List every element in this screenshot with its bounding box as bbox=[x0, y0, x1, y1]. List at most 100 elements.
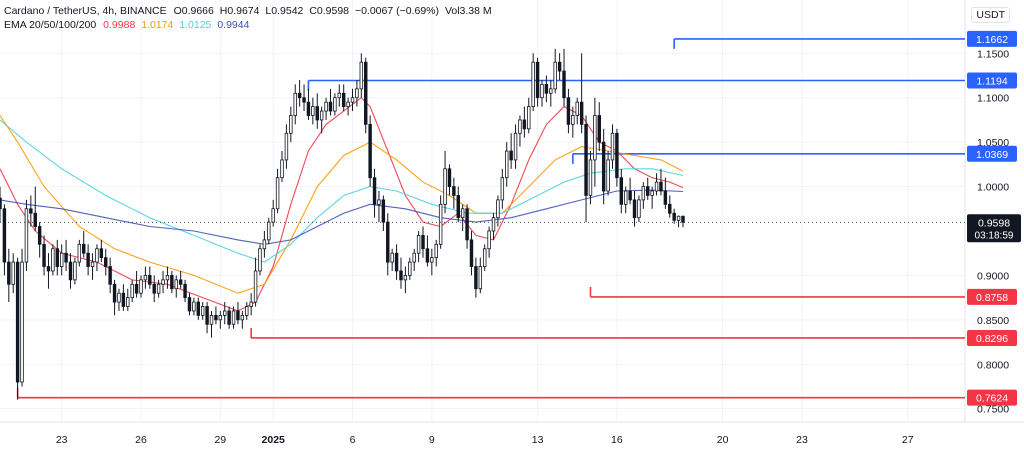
ema-line bbox=[0, 96, 684, 312]
candle-body bbox=[487, 230, 491, 250]
candle-body bbox=[430, 257, 434, 263]
candle-body bbox=[161, 279, 165, 285]
candle-body bbox=[469, 239, 474, 267]
ema-label[interactable]: EMA 20/50/100/200 bbox=[4, 19, 97, 31]
candle-body bbox=[258, 248, 262, 272]
candle-body bbox=[584, 123, 588, 196]
ema-line bbox=[0, 119, 684, 263]
ema100-value: 1.0125 bbox=[179, 19, 212, 31]
candle-body bbox=[562, 70, 566, 99]
candle-body bbox=[509, 150, 513, 161]
candle-body bbox=[306, 101, 311, 116]
time-tick-label: 2025 bbox=[262, 434, 286, 446]
candle-body bbox=[615, 132, 619, 179]
candle-body bbox=[482, 248, 487, 267]
candle-body bbox=[245, 306, 249, 316]
candle-body bbox=[637, 199, 641, 219]
level-price-tag bbox=[967, 329, 1017, 346]
candle-body bbox=[134, 283, 139, 294]
candle-body bbox=[121, 292, 126, 307]
candle-body bbox=[663, 190, 668, 205]
level-price-tag bbox=[967, 145, 1017, 162]
candle-body bbox=[156, 283, 161, 294]
candle-body bbox=[275, 177, 280, 210]
candle-body bbox=[112, 283, 117, 303]
candle-body bbox=[315, 106, 319, 121]
candle-body bbox=[20, 261, 24, 383]
candle-body bbox=[650, 190, 654, 196]
candle-body bbox=[646, 186, 650, 196]
price-axis[interactable]: 0.75000.80000.85000.90001.00001.05001.10… bbox=[977, 48, 1009, 415]
time-tick-label: 26 bbox=[135, 434, 147, 446]
candles bbox=[0, 48, 685, 400]
candle-body bbox=[579, 101, 584, 125]
candle-body bbox=[381, 199, 386, 223]
symbol-title[interactable]: Cardano / TetherUS, 4h, BINANCE bbox=[4, 5, 167, 17]
candle-body bbox=[390, 252, 394, 263]
candle-body bbox=[421, 235, 425, 250]
candle-body bbox=[227, 310, 231, 325]
grid bbox=[0, 0, 965, 422]
candle-body bbox=[293, 92, 297, 116]
candle-body bbox=[333, 97, 337, 112]
time-tick-label: 20 bbox=[717, 434, 729, 446]
ema50-value: 1.0174 bbox=[141, 19, 174, 31]
ohlc-row: Cardano / TetherUS, 4h, BINANCE O0.9666 … bbox=[4, 4, 492, 18]
candle-body bbox=[178, 279, 183, 285]
level-labels: 1.1662 1.1194 1.0369 0.8758 0.8296 0.7624 0.95… bbox=[967, 30, 1021, 406]
candle-body bbox=[267, 221, 271, 241]
candle-body bbox=[368, 123, 372, 179]
candle-body bbox=[659, 181, 663, 192]
candle-body bbox=[350, 97, 355, 103]
candle-body bbox=[183, 283, 187, 299]
candle-body bbox=[196, 301, 201, 316]
time-axis[interactable]: 23 26 29 2025 6 9 13 16 20 23 27 bbox=[56, 434, 914, 446]
candle-body bbox=[676, 215, 681, 221]
candle-body bbox=[447, 168, 452, 187]
candle-body bbox=[544, 84, 549, 94]
candle-body bbox=[81, 243, 86, 254]
candle-body bbox=[302, 97, 306, 103]
candle-body bbox=[271, 208, 275, 223]
candle-body bbox=[491, 217, 496, 232]
low-value: 0.9542 bbox=[271, 5, 304, 17]
candle-body bbox=[214, 314, 218, 321]
candle-body bbox=[209, 314, 214, 325]
candle-body bbox=[610, 132, 615, 161]
candle-body bbox=[549, 88, 553, 94]
candle-body bbox=[425, 248, 430, 263]
candle-body bbox=[77, 243, 82, 263]
candle-body bbox=[416, 235, 421, 254]
candle-body bbox=[218, 314, 223, 321]
currency-button[interactable]: USDT bbox=[971, 7, 1010, 23]
candle-body bbox=[386, 221, 390, 263]
candle-body bbox=[654, 181, 659, 192]
open-value: 0.9666 bbox=[181, 5, 214, 17]
price-tick-label: 0.8500 bbox=[977, 315, 1009, 327]
candle-body bbox=[174, 279, 178, 290]
candle-body bbox=[59, 252, 64, 267]
candle-body bbox=[249, 301, 253, 307]
candle-body bbox=[394, 252, 399, 272]
candle-body bbox=[165, 275, 170, 281]
candle-body bbox=[37, 226, 42, 245]
close-value: 0.9598 bbox=[316, 5, 350, 17]
candle-body bbox=[231, 310, 236, 325]
candle-body bbox=[192, 301, 196, 312]
candle-body bbox=[557, 61, 562, 72]
candle-body bbox=[628, 190, 632, 201]
candle-body bbox=[42, 243, 46, 267]
candle-body bbox=[253, 270, 258, 303]
candle-body bbox=[15, 261, 20, 383]
candle-body bbox=[280, 159, 284, 179]
candle-body bbox=[328, 101, 333, 112]
horizontal-levels bbox=[16, 38, 965, 399]
candle-body bbox=[86, 252, 90, 267]
time-tick-label: 27 bbox=[902, 434, 914, 446]
price-tick-label: 0.9000 bbox=[977, 270, 1009, 282]
candle-body bbox=[355, 88, 359, 99]
candle-body bbox=[0, 197, 2, 210]
candle-body bbox=[513, 132, 518, 161]
